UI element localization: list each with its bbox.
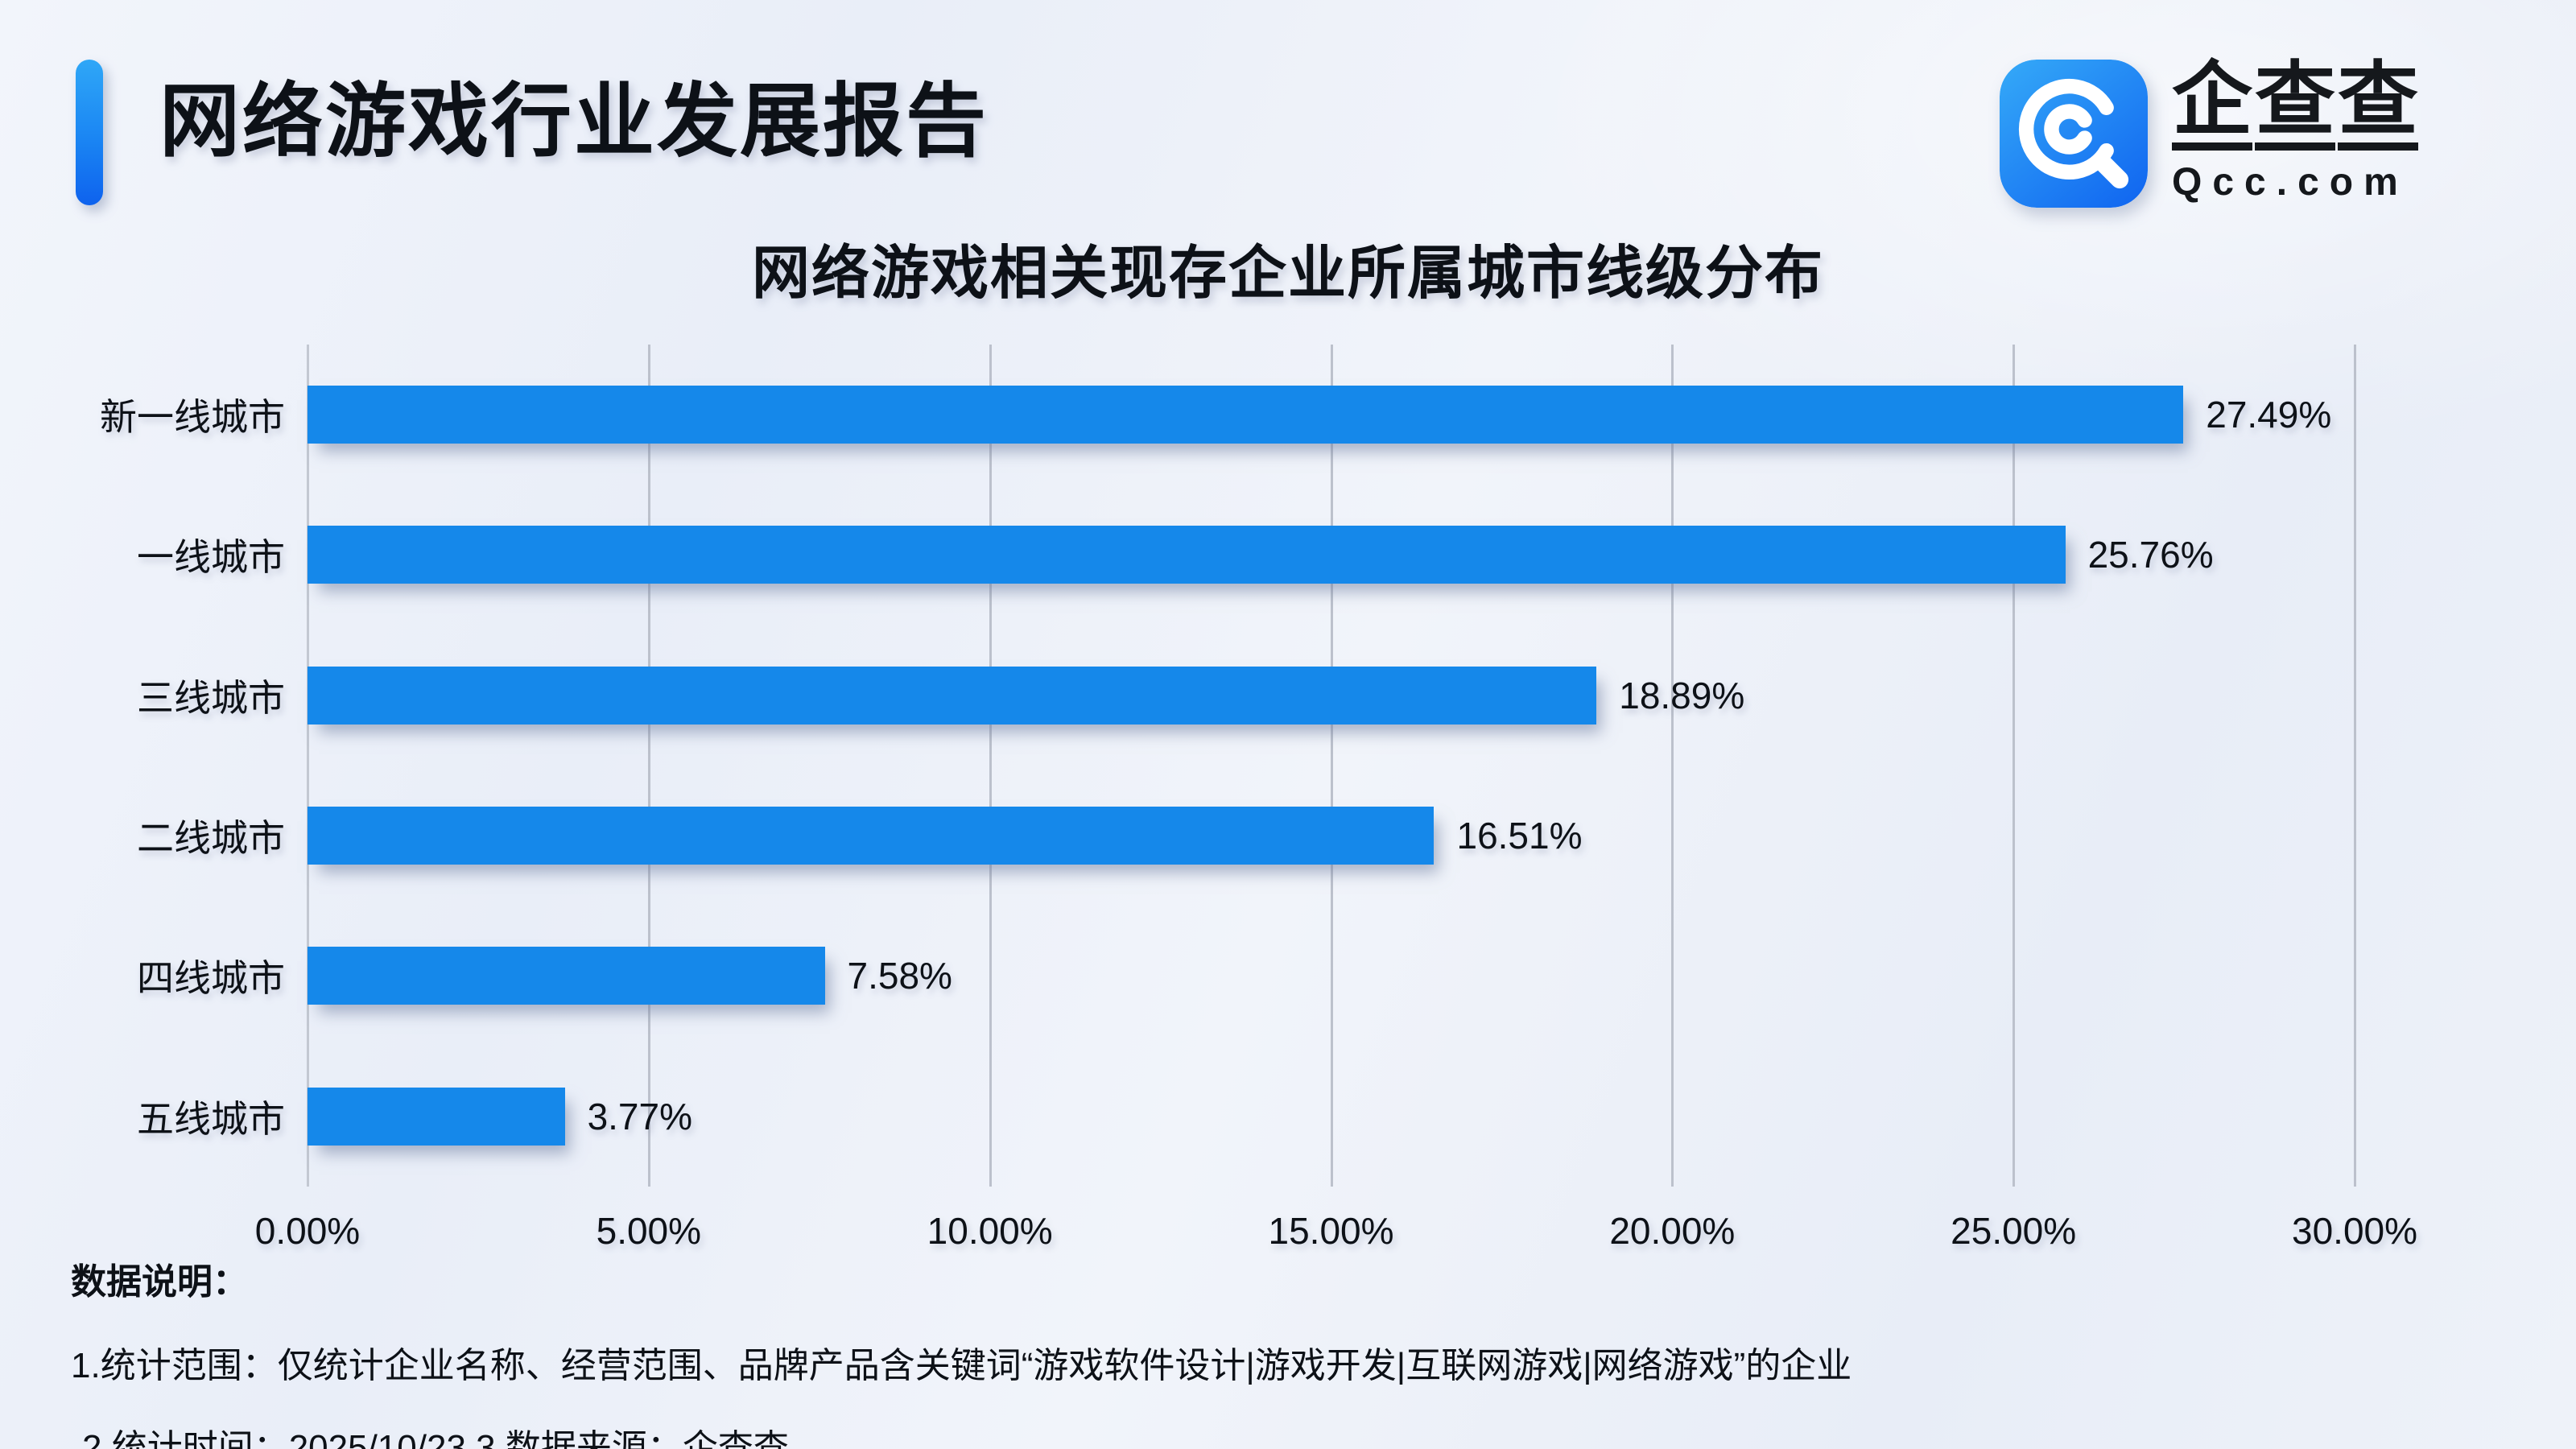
value-label: 27.49% <box>2206 394 2332 436</box>
title-accent-bar <box>76 60 103 205</box>
bar-rows: 新一线城市 27.49% 一线城市 25.76% 三线城市 18.89% 二线城市 16.51… <box>100 345 2355 1187</box>
logo-char: 查 <box>2255 60 2335 151</box>
bar-row: 新一线城市 27.49% <box>100 345 2355 485</box>
gridline <box>989 345 992 1187</box>
data-notes: 数据说明： 1.统计范围：仅统计企业名称、经营范围、品牌产品含关键词“游戏软件设… <box>71 1253 2526 1449</box>
logo-char: 企 <box>2172 60 2252 151</box>
x-tick-label: 10.00% <box>927 1210 1053 1252</box>
x-tick-label: 15.00% <box>1268 1210 1394 1252</box>
bar-row: 五线城市 3.77% <box>137 1046 2355 1187</box>
notes-line-2: 2.统计时间：2025/10/23 3.数据来源：企查查 <box>82 1428 789 1449</box>
x-tick-label: 25.00% <box>1951 1210 2077 1252</box>
gridline <box>1330 345 1333 1187</box>
logo-char: 查 <box>2338 60 2418 151</box>
x-tick-label: 30.00% <box>2291 1210 2418 1252</box>
value-label: 18.89% <box>1619 674 1745 716</box>
bar <box>308 947 825 1005</box>
x-tick-label: 0.00% <box>254 1210 361 1252</box>
bar <box>308 386 2184 444</box>
bar <box>308 807 1435 865</box>
bar <box>308 666 1597 724</box>
bar-row: 三线城市 18.89% <box>137 625 2355 766</box>
notes-line-1: 1.统计范围：仅统计企业名称、经营范围、品牌产品含关键词“游戏软件设计|游戏开发… <box>71 1346 1852 1385</box>
x-axis: 0.00% 5.00% 10.00% 15.00% 20.00% 25.00% 30.00% <box>255 1209 2417 1257</box>
value-label: 25.76% <box>2087 534 2214 576</box>
gridline <box>2354 345 2356 1187</box>
chart-title: 网络游戏相关现存企业所属城市线级分布 <box>751 242 1824 306</box>
gridline <box>647 345 650 1187</box>
qcc-logo-icon <box>2000 60 2148 208</box>
value-label: 3.77% <box>587 1095 692 1137</box>
x-tick-label: 5.00% <box>596 1210 702 1252</box>
x-tick-label: 20.00% <box>1609 1210 1736 1252</box>
bar-row: 四线城市 7.58% <box>137 906 2355 1046</box>
notes-header: 数据说明： <box>71 1262 248 1302</box>
page-title: 网络游戏行业发展报告 <box>159 76 989 167</box>
bar <box>308 526 2066 584</box>
gridline <box>2013 345 2016 1187</box>
qcc-logo: 企查查 Qcc.com <box>2000 60 2421 208</box>
category-label: 五线城市 <box>137 1097 285 1140</box>
bar-row: 二线城市 16.51% <box>137 766 2355 906</box>
category-label: 二线城市 <box>137 817 285 860</box>
qcc-logo-text: 企查查 Qcc.com <box>2172 60 2421 208</box>
bar <box>308 1087 565 1146</box>
qcc-logo-domain: Qcc.com <box>2172 161 2409 204</box>
value-label: 16.51% <box>1456 815 1583 857</box>
category-label: 四线城市 <box>137 957 285 1000</box>
category-label: 新一线城市 <box>100 396 285 439</box>
bar-row: 一线城市 25.76% <box>137 485 2355 625</box>
category-label: 三线城市 <box>137 676 285 719</box>
category-label: 一线城市 <box>137 536 285 579</box>
qcc-logo-name: 企查查 <box>2172 60 2421 151</box>
gridline <box>1671 345 1674 1187</box>
y-axis-line <box>307 345 309 1187</box>
value-label: 7.58% <box>847 955 952 997</box>
plot-area: 新一线城市 27.49% 一线城市 25.76% 三线城市 18.89% 二线城市 16.51… <box>100 345 2356 1187</box>
